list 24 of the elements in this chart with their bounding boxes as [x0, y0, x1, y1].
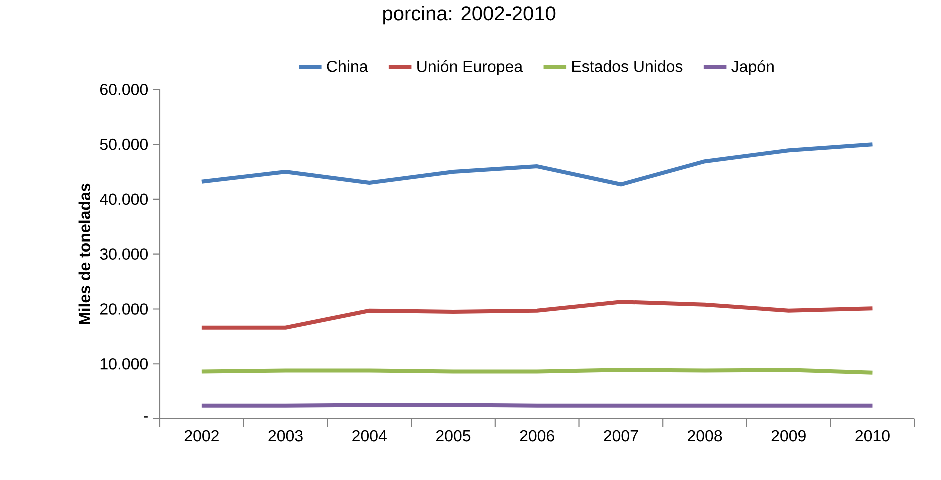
chart-title: porcina: 2002-2010 — [384, 6, 556, 25]
legend-label: Japón — [732, 60, 774, 76]
y-tick-label: 40.000 — [100, 194, 148, 206]
legend-label: China — [327, 60, 368, 72]
x-tick-label: 2009 — [772, 430, 806, 442]
x-tick-label: 2008 — [688, 430, 722, 442]
y-tick-label: 30.000 — [100, 248, 148, 260]
x-tick-label: 2006 — [520, 430, 554, 442]
y-axis-title: Miles de toneladas — [78, 184, 91, 324]
legend-label: Estados Unidos — [572, 60, 683, 72]
y-tick-label: 10.000 — [100, 358, 148, 370]
x-tick-label: 2007 — [604, 430, 638, 442]
x-tick-label: 2003 — [268, 430, 303, 442]
x-tick-label: 2005 — [436, 430, 471, 442]
x-tick-label: 2010 — [856, 430, 890, 442]
y-tick-label: 50.000 — [100, 138, 148, 150]
x-tick-label: 2002 — [184, 430, 219, 442]
y-tick-label: - — [144, 416, 148, 418]
y-tick-label: 20.000 — [100, 304, 148, 315]
legend-label: Unión Europea — [418, 60, 524, 76]
x-tick-label: 2004 — [352, 430, 387, 442]
line-series — [200, 300, 875, 330]
y-tick-label: 60.000 — [100, 84, 148, 96]
line-series — [200, 142, 875, 187]
